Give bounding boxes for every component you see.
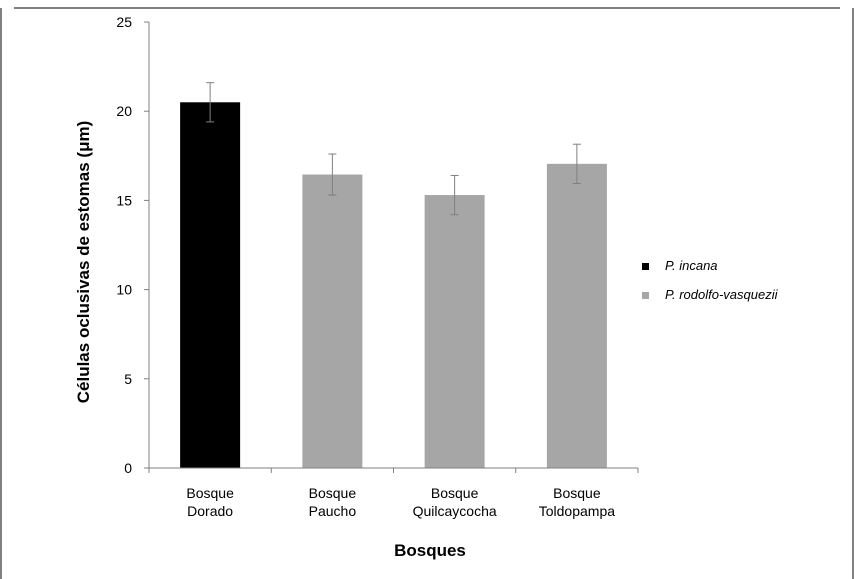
bar-1 — [302, 174, 363, 469]
category-label-1: Bosque Paucho — [309, 485, 357, 519]
legend-swatch-0 — [642, 263, 649, 270]
legend-swatch-1 — [642, 292, 649, 299]
x-axis-title: Bosques — [394, 541, 466, 560]
category-label-3: Bosque Toldopampa — [539, 485, 615, 519]
legend-label-1: P. rodolfo-vasquezii — [665, 287, 779, 302]
y-tick-label-5: 25 — [116, 14, 132, 30]
bars-layer — [180, 102, 607, 469]
category-label-2: Bosque Quilcaycocha — [413, 485, 497, 519]
y-axis-title: Células oclusivas de estomas (μm) — [74, 121, 93, 404]
bar-0 — [180, 102, 241, 468]
legend-label-0: P. incana — [665, 258, 718, 273]
bar-3 — [546, 163, 607, 468]
axes-layer: Bosque Dorado Bosque Paucho Bosque Quilcaycoc… — [116, 14, 639, 519]
y-tick-label-3: 15 — [116, 192, 132, 208]
y-tick-label-4: 20 — [116, 103, 132, 119]
y-tick-label-1: 5 — [124, 371, 132, 387]
y-tick-label-0: 0 — [124, 460, 132, 476]
error-bars-layer — [206, 82, 581, 216]
y-tick-label-2: 10 — [116, 282, 132, 298]
bar-2 — [424, 195, 485, 468]
category-label-0: Bosque Dorado — [186, 485, 234, 519]
legend: P. incana P. rodolfo-vasquezii — [642, 258, 779, 302]
